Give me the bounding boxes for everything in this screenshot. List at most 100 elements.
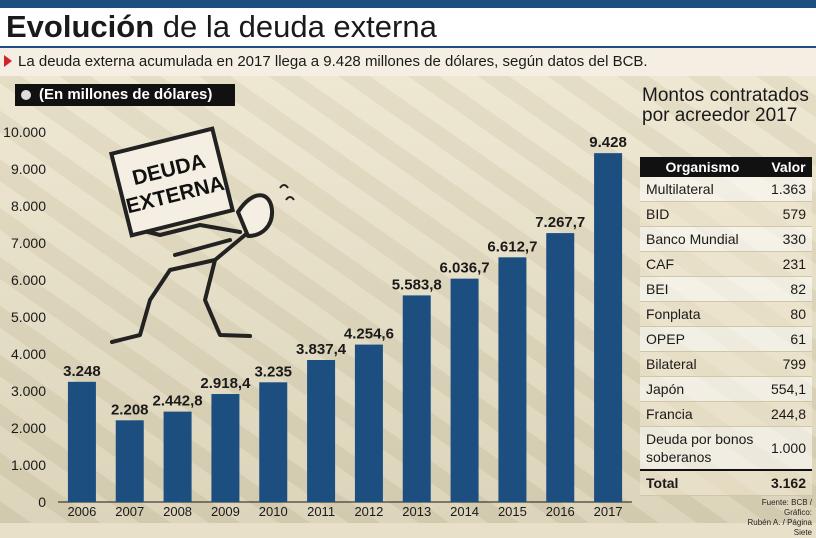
data-label: 4.254,6	[344, 326, 394, 343]
x-tick-label: 2011	[307, 504, 335, 519]
unit-label-box: (En millones de dólares)	[15, 84, 235, 106]
x-tick-label: 2008	[163, 504, 192, 519]
header: Evolución de la deuda externa	[0, 8, 816, 48]
valor-cell: 1.363	[764, 177, 812, 202]
y-tick-label: 5.000	[11, 309, 46, 325]
y-tick-label: 4.000	[11, 346, 46, 362]
bar-2006	[67, 381, 96, 502]
y-tick-label: 1.000	[11, 457, 46, 473]
organismo-cell: Francia	[640, 401, 765, 427]
data-label: 3.837,4	[296, 341, 347, 358]
organismo-cell: Japón	[640, 376, 765, 402]
y-tick-label: 6.000	[11, 272, 46, 288]
organismo-cell: Deuda por bonos soberanos	[640, 426, 765, 471]
valor-cell: 579	[764, 201, 812, 227]
x-tick-label: 2007	[115, 504, 144, 519]
y-axis: 0 1.000 2.000 3.000 4.000 5.000 6.000 7.000 8.00…	[3, 124, 46, 510]
x-tick-label: 2015	[498, 504, 527, 519]
organismo-cell: Multilateral	[640, 177, 765, 202]
bar-2010	[259, 382, 288, 502]
table-row: BEI 82	[640, 276, 812, 302]
data-label: 2.442,8	[153, 393, 203, 410]
data-label: 2.208	[111, 401, 149, 418]
unit-dot-icon	[21, 90, 31, 100]
y-tick-label: 0	[38, 494, 46, 510]
bar-2007	[115, 420, 144, 502]
valor-cell: 799	[764, 351, 812, 377]
organismo-cell: Bilateral	[640, 351, 765, 377]
y-tick-label: 8.000	[11, 198, 46, 214]
table-row: Deuda por bonos soberanos 1.000	[640, 426, 812, 471]
table-body: Multilateral 1.363 BID 579 Banco Mundial 330 C…	[640, 177, 812, 496]
bar-2015	[498, 257, 527, 502]
unit-label: (En millones de dólares)	[39, 86, 213, 103]
valor-cell: 244,8	[764, 401, 812, 427]
data-label: 2.918,4	[200, 375, 251, 392]
credit-line2: Rubén A. / Página Siete	[747, 518, 813, 537]
organismo-cell: OPEP	[640, 326, 765, 352]
table-header-row: Organismo Valor	[640, 157, 812, 177]
organismo-cell: Fonplata	[640, 301, 765, 327]
x-axis: 2006 2007 2008 2009 2010 2011 2012 2013 2014 2015…	[67, 504, 622, 519]
bars	[67, 153, 623, 502]
table-row: Francia 244,8	[640, 401, 812, 427]
y-tick-label: 7.000	[11, 235, 46, 251]
table-row: Fonplata 80	[640, 301, 812, 327]
organismo-cell: BID	[640, 201, 765, 227]
y-tick-label: 3.000	[11, 383, 46, 399]
bar-2009	[211, 394, 240, 502]
organismo-cell: CAF	[640, 251, 765, 277]
x-tick-label: 2014	[450, 504, 479, 519]
x-tick-label: 2012	[354, 504, 383, 519]
bar-2017	[594, 153, 623, 502]
column-header-valor: Valor	[764, 157, 812, 177]
table-row: CAF 231	[640, 251, 812, 277]
value-labels: 3.248 2.2082.442,82.918,43.2353.837,44.25…	[63, 134, 627, 418]
data-label: 6.612,7	[487, 238, 537, 255]
table-total-row: Total 3.162	[640, 469, 812, 496]
bar-2011	[307, 360, 336, 502]
table-row: Multilateral 1.363	[640, 177, 812, 202]
x-tick-label: 2006	[67, 504, 96, 519]
side-panel-title: Montos contratados por acreedor 2017	[642, 85, 809, 126]
valor-cell: 61	[764, 326, 812, 352]
page-title: Evolución de la deuda externa	[6, 8, 437, 46]
credit-line1: Fuente: BCB / Gráfico:	[761, 498, 812, 517]
table-row: Banco Mundial 330	[640, 226, 812, 252]
bar-2016	[546, 233, 575, 502]
title-rest: de la deuda externa	[162, 9, 437, 44]
table-row: Japón 554,1	[640, 376, 812, 402]
bar-2008	[163, 411, 192, 502]
top-accent-bar	[0, 0, 816, 8]
bar-2014	[450, 278, 479, 502]
data-label: 9.428	[589, 134, 627, 151]
total-value: 3.162	[764, 469, 812, 496]
y-tick-label: 2.000	[11, 420, 46, 436]
creditor-table: Organismo Valor Multilateral 1.363 BID 579 B…	[640, 157, 812, 496]
organismo-cell: Banco Mundial	[640, 226, 765, 252]
sweat-drops-icon	[279, 184, 295, 201]
debt-sign-box: DEUDA EXTERNA	[108, 126, 236, 238]
table-row: BID 579	[640, 201, 812, 227]
data-label: 3.248	[63, 363, 101, 380]
x-tick-label: 2013	[402, 504, 431, 519]
bullet-triangle-icon	[4, 55, 12, 67]
source-credit: Fuente: BCB / Gráfico: Rubén A. / Página…	[732, 498, 813, 538]
bar-2012	[354, 344, 383, 502]
x-tick-label: 2017	[594, 504, 623, 519]
subtitle: La deuda externa acumulada en 2017 llega…	[18, 53, 648, 70]
valor-cell: 82	[764, 276, 812, 302]
bar-chart: 0 1.000 2.000 3.000 4.000 5.000 6.000 7.000 8.00…	[3, 124, 632, 519]
table-row: Bilateral 799	[640, 351, 812, 377]
data-label: 6.036,7	[440, 260, 490, 277]
data-label: 5.583,8	[392, 276, 442, 293]
organismo-cell: BEI	[640, 276, 765, 302]
y-tick-label: 10.000	[3, 124, 46, 140]
debt-carrier-illustration: DEUDA EXTERNA	[108, 126, 295, 344]
valor-cell: 80	[764, 301, 812, 327]
data-label: 3.235	[254, 363, 292, 380]
valor-cell: 330	[764, 226, 812, 252]
valor-cell: 554,1	[764, 376, 812, 402]
data-label: 7.267,7	[535, 214, 585, 231]
total-label: Total	[640, 469, 765, 496]
